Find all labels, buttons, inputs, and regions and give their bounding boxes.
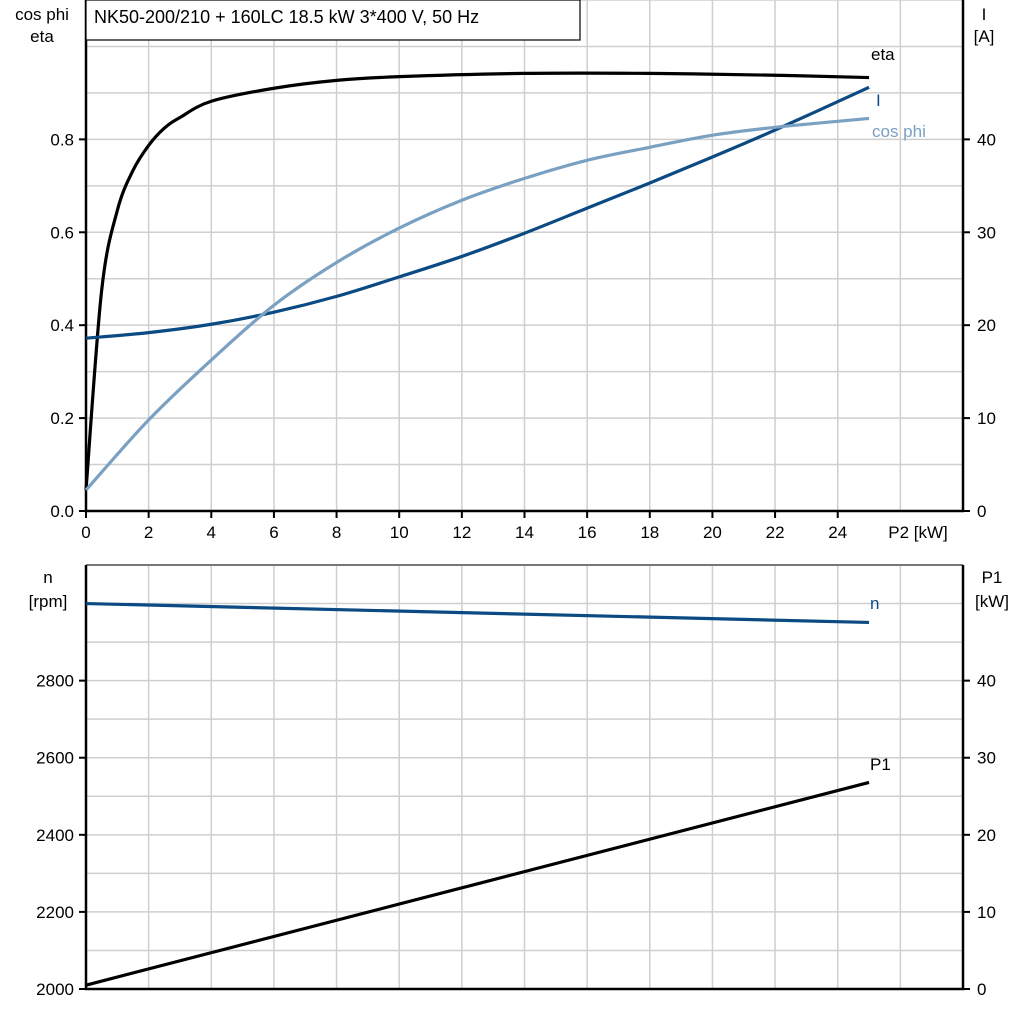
chart-title: NK50-200/210 + 160LC 18.5 kW 3*400 V, 50…	[94, 7, 479, 27]
left-axis-label: cos phi	[15, 5, 69, 24]
x-tick-label: 20	[703, 523, 722, 542]
x-tick-label: 22	[766, 523, 785, 542]
left-tick-label: 2800	[36, 672, 74, 691]
series-label-I: I	[876, 91, 881, 110]
x-tick-label: 10	[390, 523, 409, 542]
left-axis-label: n	[43, 568, 52, 587]
x-tick-label: 16	[578, 523, 597, 542]
right-axis-label: [A]	[974, 27, 995, 46]
x-tick-label: 14	[515, 523, 534, 542]
x-tick-label: 2	[144, 523, 153, 542]
left-tick-label: 0.4	[50, 316, 74, 335]
right-tick-label: 20	[977, 316, 996, 335]
right-tick-label: 30	[977, 749, 996, 768]
right-tick-label: 30	[977, 223, 996, 242]
left-tick-label: 2600	[36, 749, 74, 768]
right-axis-label: I	[982, 5, 987, 24]
series-line-cos-phi	[84, 116, 870, 492]
x-tick-label: 4	[207, 523, 216, 542]
series-label-cos-phi: cos phi	[872, 122, 926, 141]
left-tick-label: 0.0	[50, 502, 74, 521]
x-tick-label: 12	[452, 523, 471, 542]
x-tick-label: 6	[269, 523, 278, 542]
right-tick-label: 20	[977, 826, 996, 845]
axes	[84, 565, 965, 991]
series-label-n: n	[870, 594, 879, 613]
left-axis-label: eta	[30, 27, 54, 46]
right-axis-label: P1	[982, 568, 1003, 587]
left-tick-label: 0.6	[50, 223, 74, 242]
x-tick-label: 24	[828, 523, 847, 542]
x-tick-label: 18	[640, 523, 659, 542]
series-label-P1: P1	[870, 755, 891, 774]
bottom-plot: 2000 2200 2400 2600 2800 0 10 20 30 40 n [rpm] P1 [kW…	[29, 564, 1009, 999]
left-tick-label: 2000	[36, 980, 74, 999]
x-tick-label: 0	[81, 523, 90, 542]
right-axis-label: [kW]	[975, 592, 1009, 611]
series-line-P1	[85, 780, 870, 987]
right-tick-label: 10	[977, 409, 996, 428]
left-tick-label: 0.2	[50, 409, 74, 428]
left-axis-label: [rpm]	[29, 592, 68, 611]
series-line-n	[85, 601, 870, 625]
right-tick-label: 40	[977, 672, 996, 691]
series-label-eta: eta	[871, 45, 895, 64]
left-tick-label: 0.8	[50, 130, 74, 149]
x-axis-label: P2 [kW]	[888, 523, 948, 542]
title-box: NK50-200/210 + 160LC 18.5 kW 3*400 V, 50…	[85, 0, 581, 41]
x-tick-label: 8	[332, 523, 341, 542]
right-tick-label: 0	[977, 502, 986, 521]
left-tick-label: 2400	[36, 826, 74, 845]
series-line-eta	[84, 71, 870, 491]
right-tick-label: 10	[977, 903, 996, 922]
left-tick-label: 2200	[36, 903, 74, 922]
right-tick-label: 0	[977, 980, 986, 999]
series-line-I	[85, 85, 870, 340]
right-tick-label: 40	[977, 130, 996, 149]
